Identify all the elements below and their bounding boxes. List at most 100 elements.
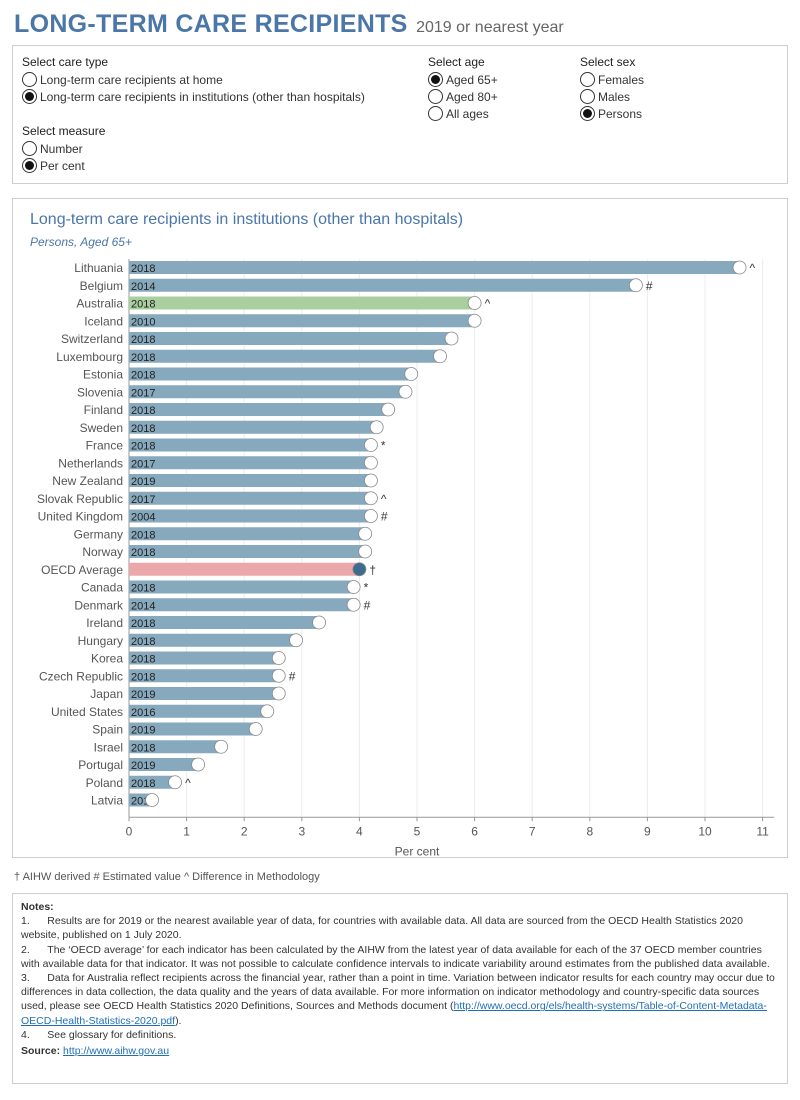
year-label-canada: 2018	[131, 583, 155, 595]
flag-icon-slovenia	[398, 384, 413, 399]
radio-icon[interactable]	[22, 72, 37, 87]
flag-icon-iceland	[467, 313, 482, 328]
year-label-lithuania: 2018	[131, 263, 155, 275]
category-label-united-states: United States	[51, 705, 123, 719]
page-title: LONG-TERM CARE RECIPIENTS	[14, 10, 408, 38]
flag-icon-switzerland	[444, 331, 459, 346]
bar-germany	[129, 527, 366, 541]
flag-icon-latvia	[145, 793, 159, 807]
marker-france: *	[381, 439, 386, 453]
age-option-all[interactable]: All ages	[428, 105, 498, 122]
category-label-new-zealand: New Zealand	[52, 474, 123, 488]
bar-belgium	[129, 278, 636, 292]
page-header: LONG-TERM CARE RECIPIENTS 2019 or neares…	[14, 10, 564, 39]
notes-panel: Notes: 1. Results are for 2019 or the ne…	[12, 893, 788, 1084]
marker-denmark: #	[364, 598, 371, 612]
flag-icon-norway	[358, 544, 373, 559]
marker-australia: ^	[485, 297, 491, 311]
flag-icon-lithuania	[732, 260, 747, 275]
flag-icon-oecd-average	[352, 562, 367, 577]
note-1: 1. Results are for 2019 or the nearest a…	[21, 915, 743, 942]
bar-korea	[129, 651, 279, 665]
sex-option-females[interactable]: Females	[580, 71, 644, 88]
year-label-israel: 2018	[131, 742, 155, 754]
year-label-denmark: 2014	[131, 600, 155, 612]
measure-option-per-cent[interactable]: Per cent	[22, 157, 105, 174]
filter-panel: Select care type Long-term care recipien…	[12, 45, 788, 184]
care-type-option-institutions[interactable]: Long-term care recipients in institution…	[22, 88, 365, 105]
year-label-belgium: 2014	[131, 281, 155, 293]
bar-ireland	[129, 616, 320, 629]
category-label-sweden: Sweden	[80, 421, 123, 435]
year-label-japan: 2019	[131, 689, 155, 701]
radio-selected-icon[interactable]	[22, 89, 37, 104]
age-filter: Select age Aged 65+ Aged 80+ All ages	[428, 55, 498, 122]
source-link[interactable]: http://www.aihw.gov.au	[63, 1045, 170, 1058]
category-label-lithuania: Lithuania	[74, 261, 123, 275]
bar-france	[129, 438, 371, 452]
bar-slovenia	[129, 385, 406, 399]
bar-czech-republic	[129, 669, 279, 683]
flag-icon-portugal	[191, 757, 206, 772]
note-4: 4. See glossary for definitions.	[21, 1028, 177, 1041]
year-label-portugal: 2019	[131, 760, 155, 772]
year-label-slovenia: 2017	[131, 387, 155, 399]
radio-selected-icon[interactable]	[428, 72, 443, 87]
category-label-portugal: Portugal	[78, 758, 123, 772]
measure-filter: Select measure Number Per cent	[22, 124, 105, 174]
radio-selected-icon[interactable]	[22, 158, 37, 173]
flag-icon-ireland	[312, 615, 326, 630]
x-tick-label: 3	[298, 824, 305, 838]
flag-icon-denmark	[346, 597, 361, 612]
sex-option-males[interactable]: Males	[580, 88, 644, 105]
category-label-france: France	[86, 439, 124, 453]
year-label-ireland: 2018	[131, 618, 155, 630]
sex-option-persons[interactable]: Persons	[580, 105, 644, 122]
year-label-slovak-republic: 2017	[131, 494, 155, 506]
year-label-new-zealand: 2019	[131, 476, 155, 488]
marker-slovak-republic: ^	[381, 492, 387, 506]
radio-icon[interactable]	[428, 89, 443, 104]
flag-icon-finland	[381, 402, 396, 417]
category-label-estonia: Estonia	[83, 368, 123, 382]
radio-icon[interactable]	[580, 72, 595, 87]
radio-selected-icon[interactable]	[580, 106, 595, 121]
bar-oecd-average	[129, 562, 360, 576]
category-label-germany: Germany	[74, 527, 123, 541]
marker-united-kingdom: #	[381, 510, 388, 524]
category-label-israel: Israel	[94, 740, 123, 754]
radio-icon[interactable]	[22, 141, 37, 156]
category-label-iceland: Iceland	[84, 314, 123, 328]
source-label: Source:	[21, 1045, 61, 1058]
care-type-label: Select care type	[22, 55, 109, 69]
bar-israel	[129, 740, 222, 754]
category-label-slovak-republic: Slovak Republic	[37, 492, 123, 506]
marker-czech-republic: #	[289, 669, 296, 683]
year-label-netherlands: 2017	[131, 458, 155, 470]
age-option-80[interactable]: Aged 80+	[428, 88, 498, 105]
care-type-option-home[interactable]: Long-term care recipients at home	[22, 71, 365, 88]
year-label-poland: 2018	[131, 778, 155, 790]
bar-sweden	[129, 420, 377, 434]
age-option-65[interactable]: Aged 65+	[428, 71, 498, 88]
category-label-oecd-average: OECD Average	[41, 563, 123, 577]
radio-icon[interactable]	[580, 89, 595, 104]
year-label-united-states: 2016	[131, 707, 155, 719]
category-label-finland: Finland	[84, 403, 123, 417]
category-label-ireland: Ireland	[86, 616, 123, 630]
bar-norway	[129, 545, 366, 558]
year-label-sweden: 2018	[131, 423, 155, 435]
bar-estonia	[129, 367, 412, 381]
flag-icon-slovak-republic	[364, 491, 378, 506]
sex-label: Select sex	[580, 55, 636, 69]
measure-option-number[interactable]: Number	[22, 140, 105, 157]
oecd-metadata-link[interactable]: http://www.oecd.org/els/health-systems/T…	[21, 1000, 767, 1027]
flag-icon-poland	[168, 775, 182, 790]
year-label-estonia: 2018	[131, 370, 155, 382]
x-tick-label: 6	[471, 824, 478, 838]
year-label-korea: 2018	[131, 654, 155, 666]
bar-lithuania	[129, 261, 740, 274]
radio-icon[interactable]	[428, 106, 443, 121]
category-label-latvia: Latvia	[91, 794, 123, 808]
flag-icon-hungary	[289, 633, 303, 648]
